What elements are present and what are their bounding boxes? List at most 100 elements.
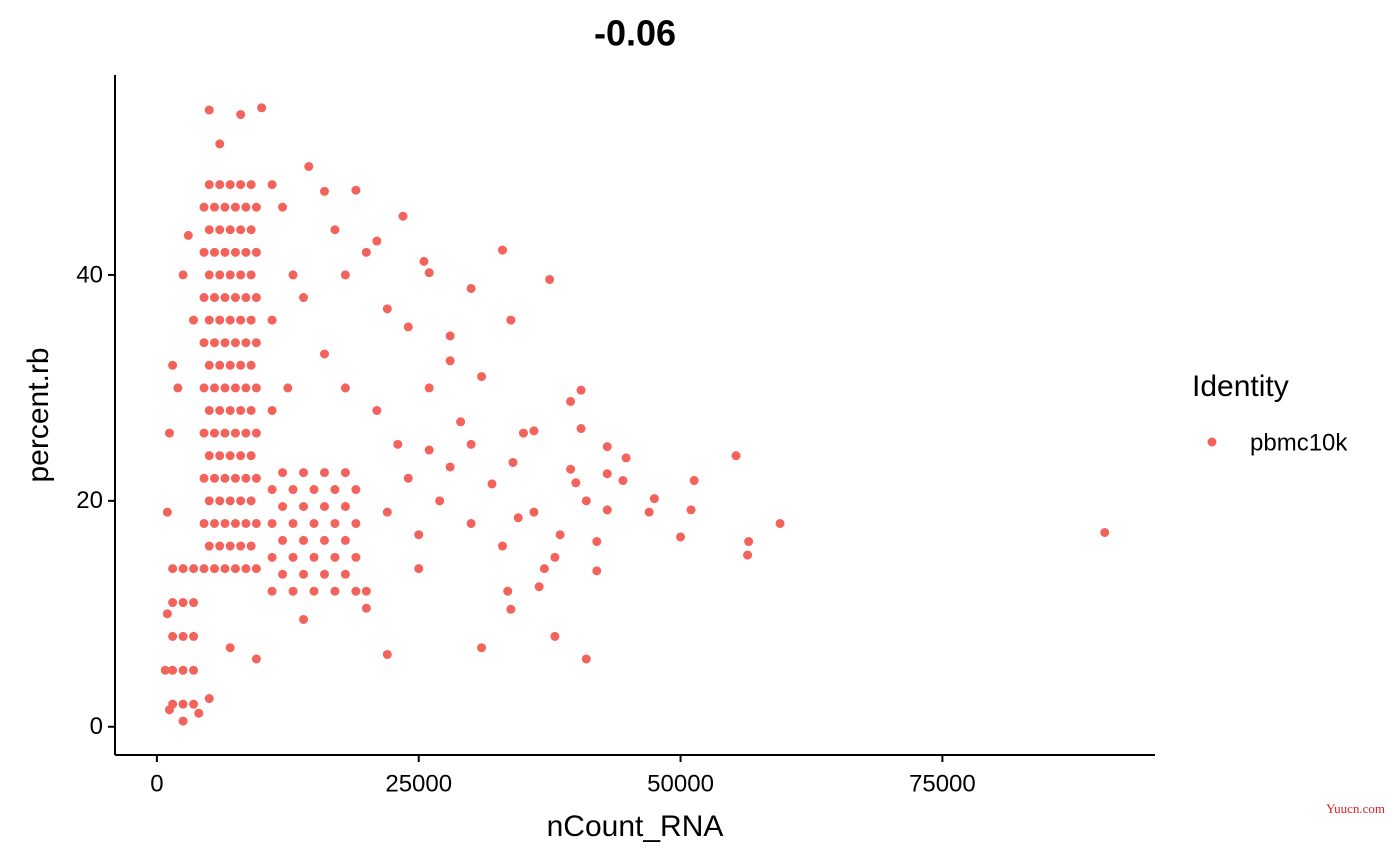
point [178,564,188,574]
point [566,396,576,406]
point [419,256,429,266]
point [445,462,455,472]
point [602,442,612,452]
point [209,293,219,303]
point [209,564,219,574]
point [246,496,256,506]
point [456,417,466,427]
legend-label: pbmc10k [1250,429,1348,456]
point [204,541,214,551]
point [398,211,408,221]
point [251,428,261,438]
point [602,505,612,515]
point [775,518,785,528]
point [204,451,214,461]
point [340,383,350,393]
point [168,564,178,574]
point [267,405,277,415]
point [372,405,382,415]
point [539,564,549,574]
point [330,225,340,235]
point [230,428,240,438]
point [225,180,235,190]
point [230,338,240,348]
point [299,468,309,478]
point [204,270,214,280]
point [251,473,261,483]
point [644,507,654,517]
point [236,360,246,370]
point [204,180,214,190]
point [267,552,277,562]
point [209,473,219,483]
point [236,180,246,190]
point [319,535,329,545]
point [160,665,170,675]
point [506,604,516,614]
point [178,598,188,608]
point [555,530,565,540]
y-tick-label: 0 [90,713,103,740]
point [246,270,256,280]
point [309,518,319,528]
point [230,473,240,483]
point [173,383,183,393]
point [225,315,235,325]
point [340,270,350,280]
point [246,405,256,415]
point [225,405,235,415]
point [199,383,209,393]
point [225,541,235,551]
point [236,315,246,325]
point [278,569,288,579]
point [267,518,277,528]
watermark: Yuucn.com [1326,801,1385,816]
point [189,564,199,574]
point [189,665,199,675]
point [209,428,219,438]
point [466,518,476,528]
point [215,451,225,461]
point [230,247,240,257]
point [731,451,741,461]
point [236,496,246,506]
point [424,445,434,455]
point [209,202,219,212]
point [278,468,288,478]
point [267,315,277,325]
point [288,485,298,495]
point [319,569,329,579]
point [477,643,487,653]
point [351,485,361,495]
point [204,105,214,115]
point [215,315,225,325]
point [382,649,392,659]
point [382,304,392,314]
point [435,496,445,506]
point [220,473,230,483]
point [241,518,251,528]
point [189,598,199,608]
point [403,473,413,483]
point [178,631,188,641]
point [744,537,754,547]
point [215,405,225,415]
point [319,186,329,196]
point [278,501,288,511]
point [204,496,214,506]
point [241,202,251,212]
point [241,293,251,303]
point [403,322,413,332]
point [288,552,298,562]
point [215,360,225,370]
point [251,383,261,393]
point [183,230,193,240]
point [220,247,230,257]
point [686,505,696,515]
x-axis-label: nCount_RNA [547,810,724,843]
y-tick-label: 20 [76,487,103,514]
point [689,476,699,486]
point [168,665,178,675]
point [230,293,240,303]
